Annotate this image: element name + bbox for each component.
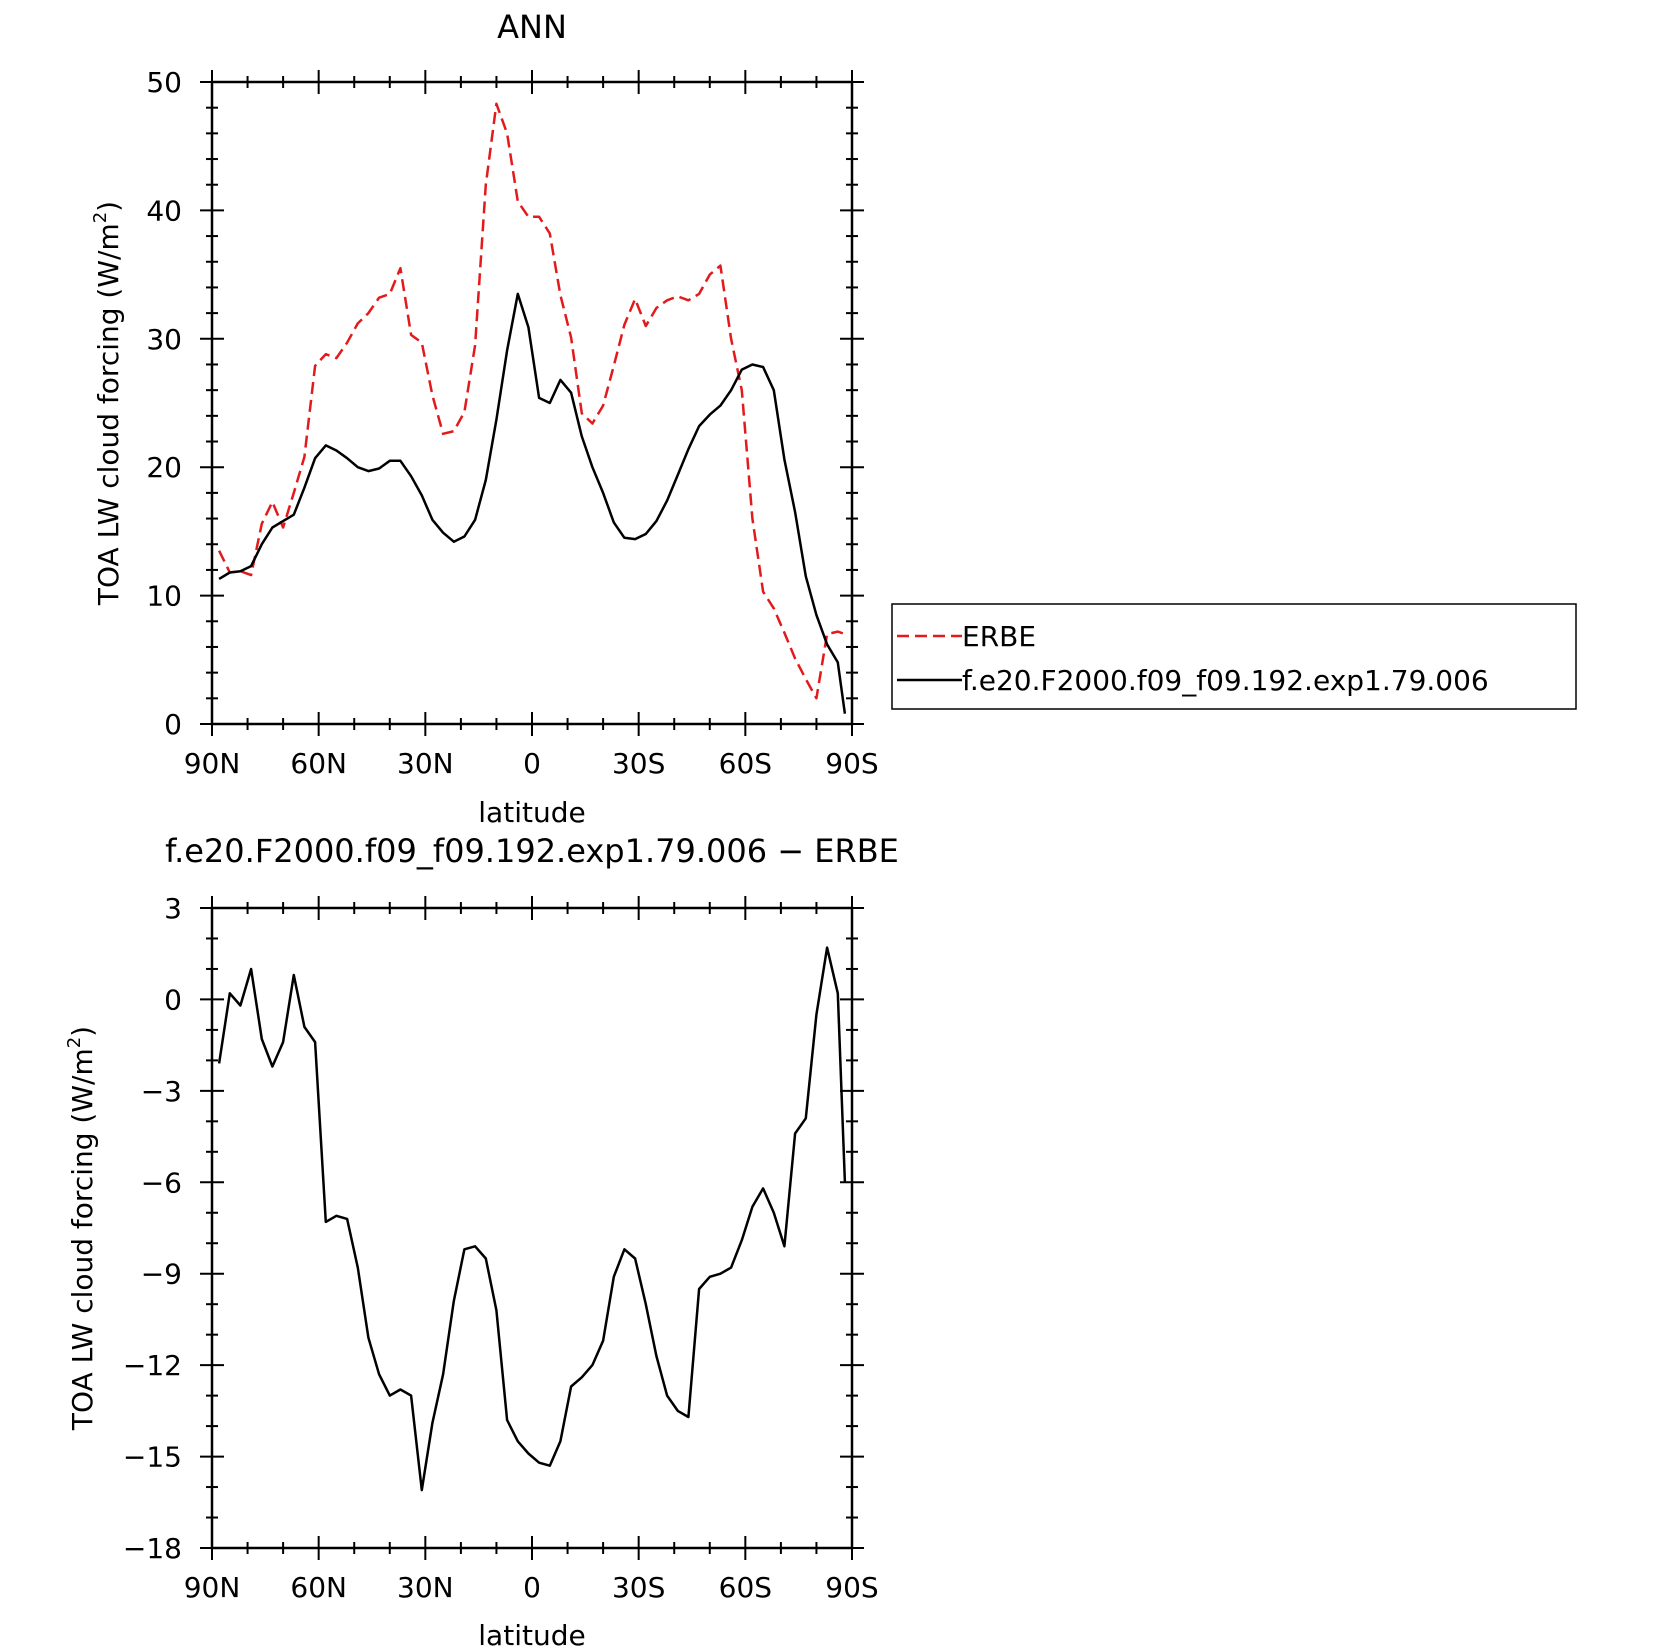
bottom-x-tick-label: 60S	[719, 1571, 772, 1604]
top-plot-frame	[210, 80, 854, 726]
model-series-line	[218, 292, 847, 714]
top-y-tick-label: 0	[164, 708, 182, 741]
top-y-tick-label: 40	[146, 194, 182, 227]
bottom-y-tick-label: −15	[123, 1441, 182, 1474]
bottom-y-tick-label: −3	[141, 1075, 182, 1108]
top-panel-title: ANN	[497, 8, 567, 46]
bottom-x-axis-title: latitude	[478, 1619, 585, 1652]
bottom-y-tick-label: −12	[123, 1349, 182, 1382]
erbe-series-line	[217, 102, 846, 700]
top-y-tick-label: 50	[146, 66, 182, 99]
bottom-panel: f.e20.F2000.f09_f09.192.exp1.79.006 − ER…	[64, 832, 899, 1652]
legend-box	[891, 603, 1577, 710]
bottom-y-tick-label: −6	[141, 1166, 182, 1199]
top-x-tick-label: 90N	[184, 747, 241, 780]
bottom-x-tick-label: 30N	[397, 1571, 454, 1604]
bottom-x-tick-label: 60N	[290, 1571, 347, 1604]
bottom-panel-title: f.e20.F2000.f09_f09.192.exp1.79.006 − ER…	[165, 832, 899, 870]
top-y-tick-label: 30	[146, 323, 182, 356]
bottom-ticks: 90N 60N 30N 0 30S 60S 90S 3 0 −3 −6 −9 −12 −15 −18	[123, 892, 879, 1604]
top-y-tick-label: 20	[146, 451, 182, 484]
difference-series-line	[217, 946, 847, 1492]
top-ticks: 90N 60N 30N 0 30S 60S 90S 0 10 20 30 40 50	[146, 66, 878, 780]
bottom-x-tick-label: 90N	[184, 1571, 241, 1604]
top-x-tick-label: 90S	[825, 747, 878, 780]
top-y-axis-title: TOA LW cloud forcing (W/m2)	[90, 201, 125, 606]
top-series-group	[217, 102, 847, 714]
bottom-y-tick-label: −9	[141, 1258, 182, 1291]
top-x-tick-label: 0	[523, 747, 541, 780]
bottom-x-tick-label: 0	[523, 1571, 541, 1604]
bottom-plot-frame	[210, 906, 854, 1550]
bottom-y-axis-title: TOA LW cloud forcing (W/m2)	[64, 1026, 99, 1431]
top-x-tick-label: 30N	[397, 747, 454, 780]
bottom-y-tick-label: −18	[123, 1532, 182, 1565]
top-panel: ANN 90N 60N 30N 0 30S 60S 90S 0 10 20 30 40 50 latit…	[90, 8, 1577, 829]
bottom-x-tick-label: 30S	[612, 1571, 665, 1604]
top-y-tick-label: 10	[146, 580, 182, 613]
top-x-tick-label: 60S	[719, 747, 772, 780]
legend-label-erbe: ERBE	[962, 620, 1036, 653]
legend: ERBE f.e20.F2000.f09_f09.192.exp1.79.006	[891, 603, 1577, 710]
top-x-tick-label: 30S	[612, 747, 665, 780]
bottom-series-group	[217, 946, 847, 1492]
legend-label-model: f.e20.F2000.f09_f09.192.exp1.79.006	[962, 664, 1489, 697]
bottom-x-tick-label: 90S	[825, 1571, 878, 1604]
top-x-axis-title: latitude	[478, 796, 585, 829]
bottom-y-tick-label: 3	[164, 892, 182, 925]
bottom-y-tick-label: 0	[164, 983, 182, 1016]
top-x-tick-label: 60N	[290, 747, 347, 780]
